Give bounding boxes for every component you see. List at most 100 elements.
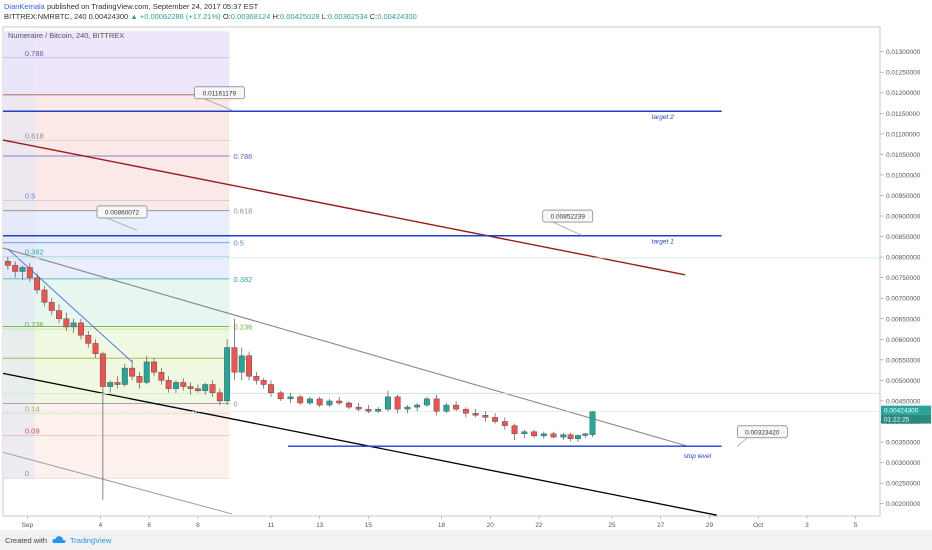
candle-body bbox=[336, 400, 343, 404]
price-change: ▲ +0.00062286 (+17.21%) bbox=[130, 12, 221, 21]
ohlc-line: BITTREX:NMRBTC, 240 0.00424300 ▲ +0.0006… bbox=[4, 12, 417, 21]
y-tick-label: 0.01050000 bbox=[886, 152, 921, 159]
x-tick-label: 27 bbox=[657, 522, 665, 529]
candle-body bbox=[277, 392, 284, 400]
fib-label: 0.236 bbox=[234, 323, 253, 332]
candle-body bbox=[268, 384, 274, 393]
candle-body bbox=[34, 277, 41, 291]
candle-body bbox=[202, 384, 209, 391]
callout-label: 0.00323420 bbox=[745, 429, 780, 436]
candle-body bbox=[12, 265, 19, 272]
x-tick-label: 11 bbox=[268, 522, 275, 529]
candle-body bbox=[589, 411, 596, 435]
candle-body bbox=[70, 322, 77, 328]
callout-leader bbox=[204, 98, 235, 112]
close-label: C: bbox=[369, 12, 378, 21]
red-trendline bbox=[2, 139, 686, 276]
candle-body bbox=[423, 398, 430, 406]
candle-body bbox=[260, 380, 267, 385]
candle-body bbox=[560, 434, 567, 438]
candle-body bbox=[99, 353, 106, 387]
candle-body bbox=[462, 408, 469, 414]
candle-body bbox=[48, 302, 55, 311]
upper-channel-line bbox=[2, 247, 688, 447]
candle-body bbox=[540, 433, 547, 437]
fib-label: 0 bbox=[234, 399, 238, 408]
y-tick-label: 0.01250000 bbox=[886, 70, 921, 77]
price-chart[interactable]: 10.7860.6180.50.3820.2360.1400.7860.6180… bbox=[0, 24, 932, 530]
callout-leader bbox=[737, 437, 748, 447]
candle-body bbox=[129, 367, 136, 377]
candle-body bbox=[173, 382, 179, 389]
candle-body bbox=[165, 380, 172, 389]
x-tick-label: 3 bbox=[805, 522, 809, 529]
symbol-label: BITTREX:NMRBTC, 240 bbox=[4, 12, 87, 21]
candle-body bbox=[158, 371, 165, 381]
callout-leader bbox=[552, 221, 583, 237]
candle-body bbox=[550, 433, 557, 438]
candle-body bbox=[531, 431, 538, 437]
target-label: target 2 bbox=[652, 114, 674, 121]
candle-body bbox=[384, 396, 391, 410]
tradingview-brand-link[interactable]: TradingView bbox=[70, 536, 112, 545]
x-tick-label: 6 bbox=[147, 522, 151, 529]
y-tick-label: 0.00700000 bbox=[886, 296, 921, 303]
y-tick-label: 0.00200000 bbox=[886, 501, 921, 508]
callout-label: 0.01161179 bbox=[203, 90, 237, 97]
low-value: 0.00362534 bbox=[327, 12, 368, 21]
candle-body bbox=[92, 343, 99, 354]
countdown-label: 01:22:25 bbox=[884, 417, 910, 424]
candle-body bbox=[78, 322, 84, 336]
candle-body bbox=[246, 355, 252, 377]
y-tick-label: 0.00650000 bbox=[886, 316, 921, 323]
fib-zone bbox=[3, 31, 230, 95]
y-tick-label: 0.00800000 bbox=[886, 255, 921, 262]
target-label: target 1 bbox=[652, 239, 674, 246]
fib-label: 0.5 bbox=[234, 239, 244, 248]
callout-box bbox=[542, 209, 594, 223]
bottom-channel-line bbox=[2, 451, 233, 515]
candle-body bbox=[151, 361, 157, 373]
high-label: H: bbox=[272, 12, 280, 21]
candle-body bbox=[482, 415, 489, 418]
candle-body bbox=[41, 289, 48, 303]
y-tick-label: 0.01000000 bbox=[886, 172, 921, 179]
candle-body bbox=[394, 396, 401, 410]
tradingview-cloud-icon bbox=[52, 536, 66, 543]
candle-body bbox=[326, 400, 333, 406]
last-price-badge bbox=[881, 405, 931, 415]
candle-body bbox=[180, 382, 187, 387]
candle-body bbox=[187, 386, 194, 389]
fib-zone bbox=[3, 94, 230, 211]
candle-body bbox=[375, 408, 382, 412]
y-tick-label: 0.00500000 bbox=[886, 378, 921, 385]
fib-zone bbox=[3, 326, 230, 404]
candle-body bbox=[355, 406, 362, 410]
y-tick-label: 0.00850000 bbox=[886, 234, 921, 241]
high-value: 0.00425028 bbox=[279, 12, 320, 21]
candle-body bbox=[216, 392, 223, 402]
callout-label: 0.00852239 bbox=[551, 214, 586, 221]
chart-header: DianKemala published on TradingView.com,… bbox=[0, 0, 932, 22]
candle-body bbox=[85, 334, 92, 344]
author-link[interactable]: DianKemala bbox=[4, 2, 45, 11]
y-tick-label: 0.00300000 bbox=[886, 460, 921, 467]
candle-body bbox=[253, 376, 260, 381]
candle-body bbox=[567, 434, 574, 439]
y-tick-label: 0.00350000 bbox=[886, 440, 921, 447]
x-tick-label: 29 bbox=[706, 522, 714, 529]
x-tick-label: 5 bbox=[854, 522, 858, 529]
last-price-label: 0.00424300 bbox=[884, 407, 919, 414]
candle-body bbox=[4, 261, 11, 266]
y-tick-label: 0.00250000 bbox=[886, 481, 921, 488]
candle-body bbox=[307, 398, 313, 404]
callout-leader bbox=[106, 217, 138, 231]
x-tick-label: 8 bbox=[196, 522, 200, 529]
candle-body bbox=[345, 402, 352, 408]
candle-body bbox=[365, 408, 372, 412]
x-tick-label: 20 bbox=[487, 522, 495, 529]
fib-label: 0.382 bbox=[234, 275, 253, 284]
fib-label-left: 0.236 bbox=[25, 320, 44, 329]
candle-body bbox=[224, 347, 231, 402]
x-tick-label: 15 bbox=[365, 522, 373, 529]
